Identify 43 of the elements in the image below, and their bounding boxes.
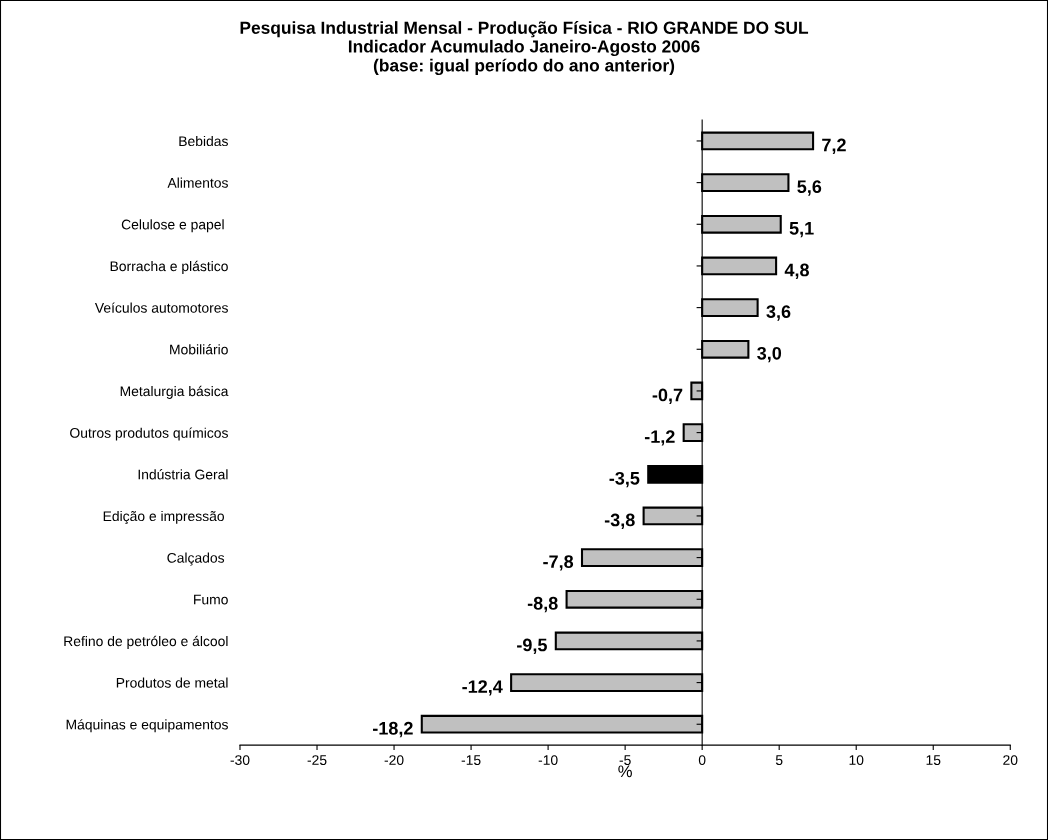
data-label: 3,0 bbox=[757, 346, 782, 363]
data-label: -18,2 bbox=[373, 721, 413, 738]
y-tick-label: Mobiliário bbox=[170, 344, 228, 355]
x-tick-label: -20 bbox=[384, 755, 404, 765]
y-tick-label: Máquinas e equipamentos bbox=[66, 719, 228, 733]
data-label: -8,8 bbox=[527, 596, 558, 613]
x-tick-label: 15 bbox=[926, 755, 941, 765]
x-axis-title: % bbox=[618, 765, 632, 778]
data-label: -3,8 bbox=[604, 513, 635, 529]
data-label: -7,8 bbox=[543, 555, 574, 571]
x-tick-label: 0 bbox=[698, 755, 706, 765]
x-tick-label: -25 bbox=[307, 755, 327, 765]
y-tick-label: Bebidas bbox=[179, 135, 228, 147]
data-label: -0,7 bbox=[652, 388, 683, 404]
y-tick-label: Outros produtos químicos bbox=[70, 427, 228, 441]
y-tick-label: Celulose e papel bbox=[121, 219, 224, 233]
data-label: 5,1 bbox=[789, 222, 814, 238]
data-label: -9,5 bbox=[517, 638, 547, 654]
data-label: -3,5 bbox=[609, 471, 640, 488]
y-tick-label: Borracha e plástico bbox=[110, 260, 228, 274]
y-tick-label: Calçados bbox=[167, 552, 225, 566]
data-label: 4,8 bbox=[784, 263, 809, 279]
data-label: 7,2 bbox=[822, 138, 846, 154]
data-label: -1,2 bbox=[644, 430, 675, 446]
data-label: 3,6 bbox=[766, 305, 791, 321]
x-tick-label: 10 bbox=[849, 755, 864, 765]
x-tick-label: -5 bbox=[619, 755, 631, 765]
y-tick-label: Veículos automotores bbox=[94, 302, 228, 313]
x-tick-label: -15 bbox=[461, 755, 481, 765]
y-tick-label: Indústria Geral bbox=[138, 469, 228, 480]
data-label: -12,4 bbox=[462, 680, 503, 696]
x-tick-label: 5 bbox=[775, 755, 783, 765]
y-tick-label: Refino de petróleo e álcool bbox=[64, 635, 228, 649]
y-tick-label: Alimentos bbox=[167, 177, 228, 188]
x-tick-label: -30 bbox=[230, 755, 250, 765]
y-tick-label: Edição e impressão bbox=[103, 510, 224, 524]
y-tick-label: Produtos de metal bbox=[116, 677, 228, 688]
x-tick-label: 20 bbox=[1003, 755, 1018, 765]
y-tick-label: Metalurgia básica bbox=[120, 385, 229, 399]
y-tick-label: Fumo bbox=[194, 594, 228, 605]
chart-title: Pesquisa Industrial Mensal - Produção Física - RIO GRANDE DO SUL Indicador Acumulado Janeiro-Agosto 2006 (base: igual período do ano anterior) bbox=[240, 21, 809, 76]
data-label: 5,6 bbox=[797, 180, 822, 196]
x-tick-label: -10 bbox=[538, 755, 558, 765]
